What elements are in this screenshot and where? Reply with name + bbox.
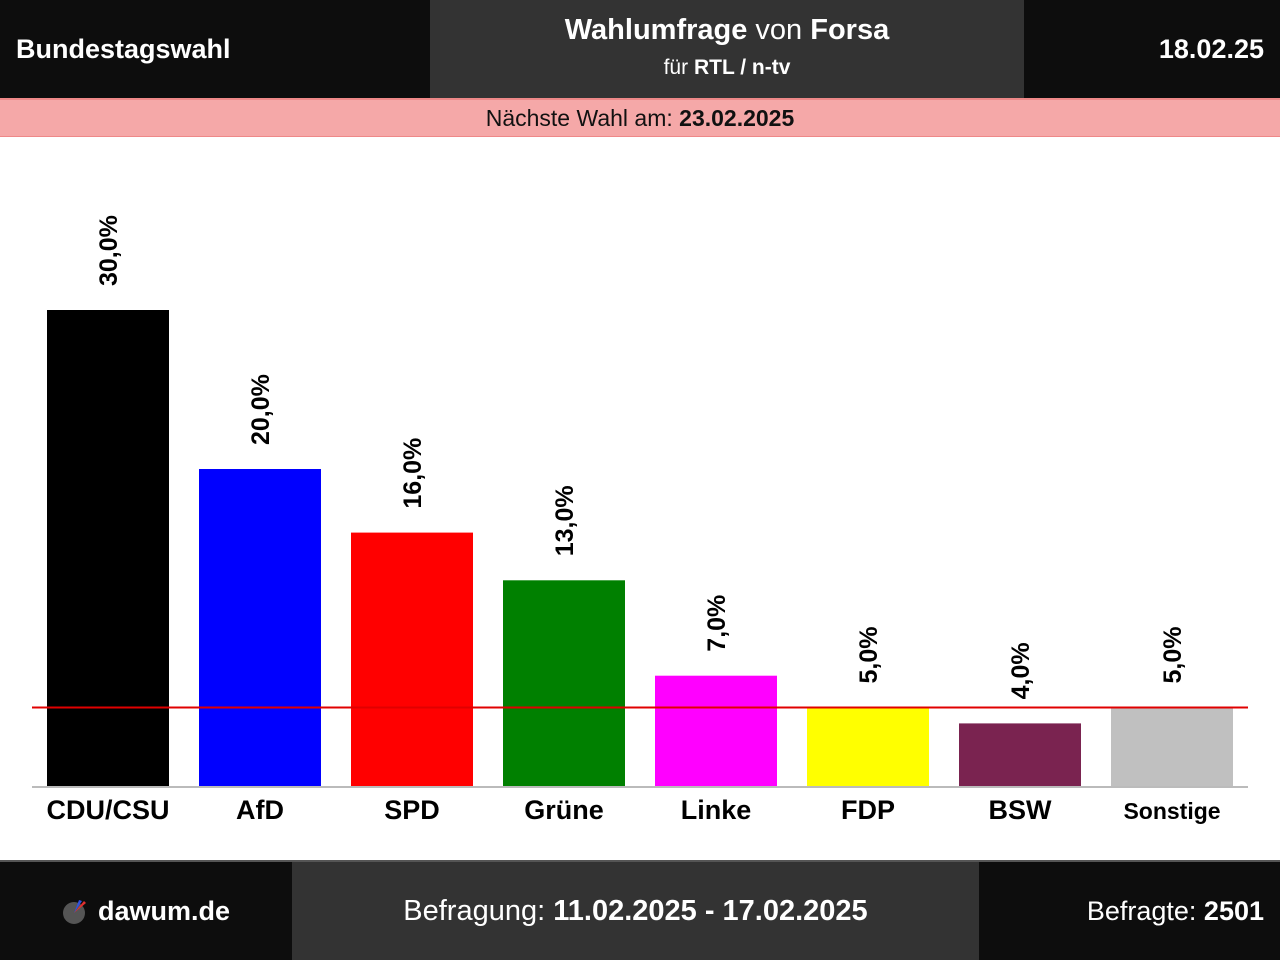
institute-name: Forsa: [810, 14, 890, 46]
bar-linke: [655, 675, 777, 787]
site-brand[interactable]: dawum.de: [0, 862, 292, 960]
site-name: dawum.de: [97, 895, 231, 926]
respondents: Befragte: 2501: [979, 862, 1280, 960]
value-labels-group: 30,0% 20,0% 16,0% 13,0% 7,0% 5,0% 4,0% 5,0%: [95, 215, 1187, 699]
bar-gr-ne: [503, 580, 625, 787]
survey-period: Befragung: 11.02.2025 - 17.02.2025: [292, 862, 979, 960]
category-label: CDU/CSU: [46, 795, 169, 825]
category-label: SPD: [384, 795, 440, 825]
client-name: RTL / n-tv: [693, 56, 791, 79]
client-prefix: für: [663, 56, 689, 79]
poll-title-line: Wahlumfrage von Forsa: [430, 14, 1024, 47]
header: Bundestagswahl Wahlumfrage von Forsa für…: [0, 0, 1280, 98]
next-election-banner: Nächste Wahl am: 23.02.2025: [0, 98, 1280, 137]
poll-date: 18.02.25: [1158, 33, 1264, 64]
value-label: 16,0%: [399, 438, 427, 509]
category-label: BSW: [989, 795, 1053, 825]
bar-cdu-csu: [47, 310, 169, 787]
category-label: Sonstige: [1123, 798, 1220, 824]
bar-sonstige: [1111, 707, 1233, 787]
bar-spd: [351, 532, 473, 787]
election-title: Bundestagswahl: [16, 33, 231, 64]
next-election-date: 23.02.2025: [679, 105, 795, 131]
poll-von: von: [755, 14, 803, 46]
value-label: 5,0%: [1159, 627, 1187, 684]
value-label: 7,0%: [703, 595, 731, 652]
bars-group: [47, 310, 1233, 787]
poll-info: Wahlumfrage von Forsa für RTL / n-tv: [430, 0, 1024, 98]
category-label: FDP: [841, 795, 895, 825]
bar-chart: 30,0% 20,0% 16,0% 13,0% 7,0% 5,0% 4,0% 5,0% CDU…: [32, 215, 1248, 825]
category-label: Grüne: [524, 795, 604, 825]
poll-client-line: für RTL / n-tv: [430, 56, 1024, 80]
dawum-logo-icon: [62, 900, 86, 924]
survey-dates: 11.02.2025 - 17.02.2025: [553, 894, 868, 927]
value-label: 4,0%: [1007, 642, 1035, 699]
bar-afd: [199, 469, 321, 787]
category-labels-group: CDU/CSU AfD SPD Grüne Linke FDP BSW Sonstige: [46, 795, 1220, 825]
value-label: 5,0%: [855, 627, 883, 684]
next-election-label: Nächste Wahl am:: [485, 105, 673, 131]
value-label: 30,0%: [95, 215, 123, 286]
category-label: Linke: [681, 795, 752, 825]
category-label: AfD: [236, 795, 284, 825]
respondents-label: Befragte:: [1086, 895, 1197, 926]
value-label: 13,0%: [551, 485, 579, 556]
survey-label: Befragung:: [403, 894, 546, 927]
footer: dawum.de Befragung: 11.02.2025 - 17.02.2…: [0, 860, 1280, 960]
respondents-count: 2501: [1203, 895, 1264, 926]
poll-title: Wahlumfrage: [564, 14, 748, 46]
bar-fdp: [807, 707, 929, 787]
value-label: 20,0%: [247, 374, 275, 445]
bar-bsw: [959, 723, 1081, 787]
